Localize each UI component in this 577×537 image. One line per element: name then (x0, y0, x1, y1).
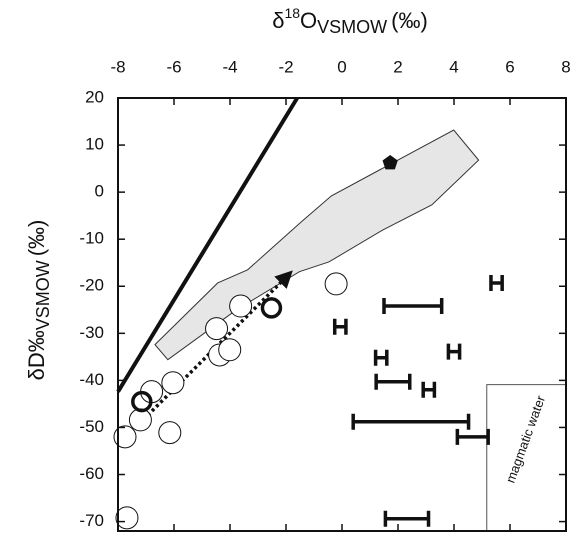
y-tick-label: 20 (85, 87, 104, 106)
trend-arrow (116, 270, 293, 447)
y-tick-label: 10 (85, 135, 104, 154)
error-bar (373, 349, 389, 366)
error-bar (332, 318, 348, 335)
sample-point (218, 338, 242, 362)
x-tick-label: -2 (278, 57, 293, 76)
pentagon-point (382, 154, 398, 170)
sample-point-bold (260, 297, 283, 319)
sample-point (324, 272, 348, 296)
error-bar (383, 510, 431, 527)
error-bar (446, 343, 462, 360)
y-tick-label: 0 (95, 182, 104, 201)
x-tick-label: 2 (393, 57, 402, 76)
sample-point (229, 294, 253, 318)
sample-point (158, 421, 182, 445)
error-bar (489, 274, 504, 291)
sample-point (161, 371, 185, 395)
y-tick-label: -60 (79, 464, 104, 483)
sample-point (205, 317, 229, 341)
error-bar (351, 413, 471, 430)
sample-point (115, 506, 139, 530)
sample-point-bold (131, 390, 153, 413)
x-tick-label: -4 (222, 57, 237, 76)
y-tick-label: -10 (79, 229, 104, 248)
y-tick-label: -20 (79, 276, 104, 295)
y-tick-label: -30 (79, 323, 104, 342)
y-tick-label: -40 (79, 370, 104, 389)
x-axis-title: δ18OVSMOW (‰) (272, 5, 428, 37)
error-bar (382, 298, 444, 315)
y-tick-label: -70 (79, 511, 104, 530)
error-bar (421, 381, 437, 398)
x-tick-label: 4 (449, 57, 458, 76)
x-tick-label: -8 (110, 57, 125, 76)
x-tick-label: 8 (561, 57, 570, 76)
region-label: magmatic water (503, 393, 549, 485)
y-tick-label: -50 (79, 417, 104, 436)
x-tick-label: 6 (505, 57, 514, 76)
x-tick-label: -6 (166, 57, 181, 76)
y-axis-title: δD‰VSMOW(‰) (24, 220, 53, 381)
sample-point (113, 425, 137, 449)
error-bar (374, 373, 412, 390)
error-bar (455, 428, 490, 445)
x-tick-label: 0 (337, 57, 346, 76)
range-band (154, 129, 480, 361)
water-line (116, 96, 299, 393)
